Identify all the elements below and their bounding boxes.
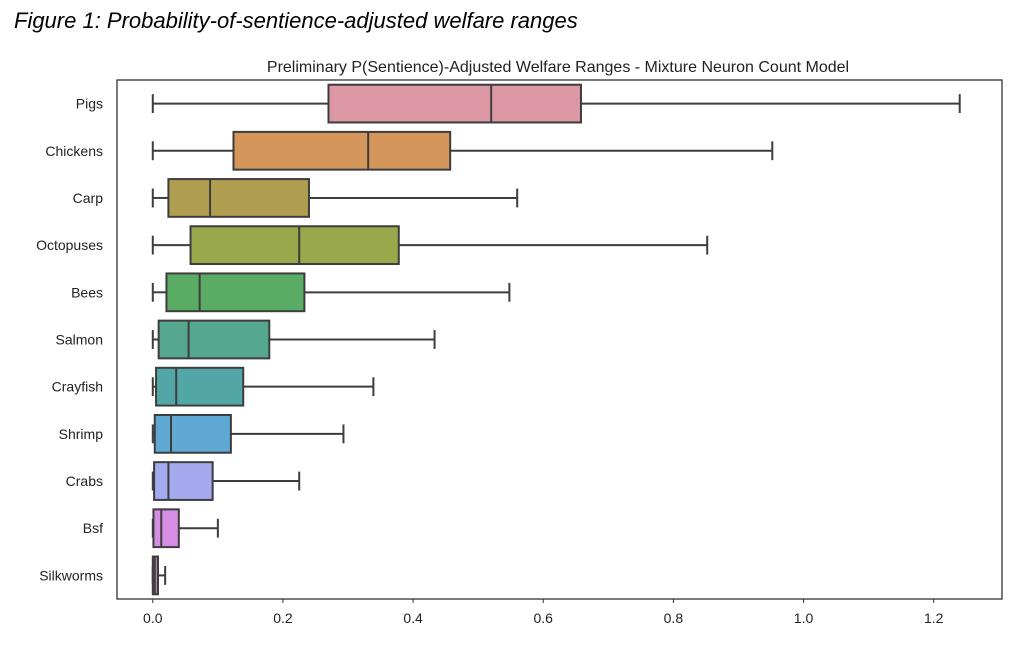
box-iqr <box>153 461 214 501</box>
category-label: Crabs <box>66 473 103 489</box>
plot-frame <box>116 79 1003 600</box>
x-tick-label: 0.4 <box>403 610 423 626</box>
chart-title: Preliminary P(Sentience)-Adjusted Welfar… <box>267 59 849 76</box>
x-tick-label: 0.0 <box>143 610 163 626</box>
category-label: Salmon <box>56 332 103 348</box>
category-label: Pigs <box>76 96 103 112</box>
box-iqr <box>157 319 271 360</box>
box-iqr <box>167 178 310 218</box>
box-iqr <box>232 130 452 171</box>
x-tick-label: 1.2 <box>924 610 944 626</box>
box-iqr <box>155 366 245 407</box>
x-tick-label: 0.2 <box>273 610 293 626</box>
x-tick-label: 0.6 <box>533 610 553 626</box>
box-iqr <box>152 508 180 549</box>
figure-caption: Figure 1: Probability-of-sentience-adjus… <box>14 8 578 33</box>
box-iqr <box>153 413 232 454</box>
box-iqr <box>189 225 400 266</box>
category-label: Octopuses <box>36 237 103 253</box>
x-tick-label: 1.0 <box>794 610 814 626</box>
box-iqr <box>327 83 582 124</box>
box-iqr <box>165 272 306 313</box>
category-label: Silkworms <box>39 567 103 583</box>
category-label: Crayfish <box>52 379 103 395</box>
category-label: Carp <box>73 190 104 206</box>
category-label: Shrimp <box>59 426 104 442</box>
category-label: Chickens <box>45 143 103 159</box>
category-label: Bsf <box>83 520 103 536</box>
x-tick-label: 0.8 <box>664 610 684 626</box>
category-label: Bees <box>71 284 103 300</box>
